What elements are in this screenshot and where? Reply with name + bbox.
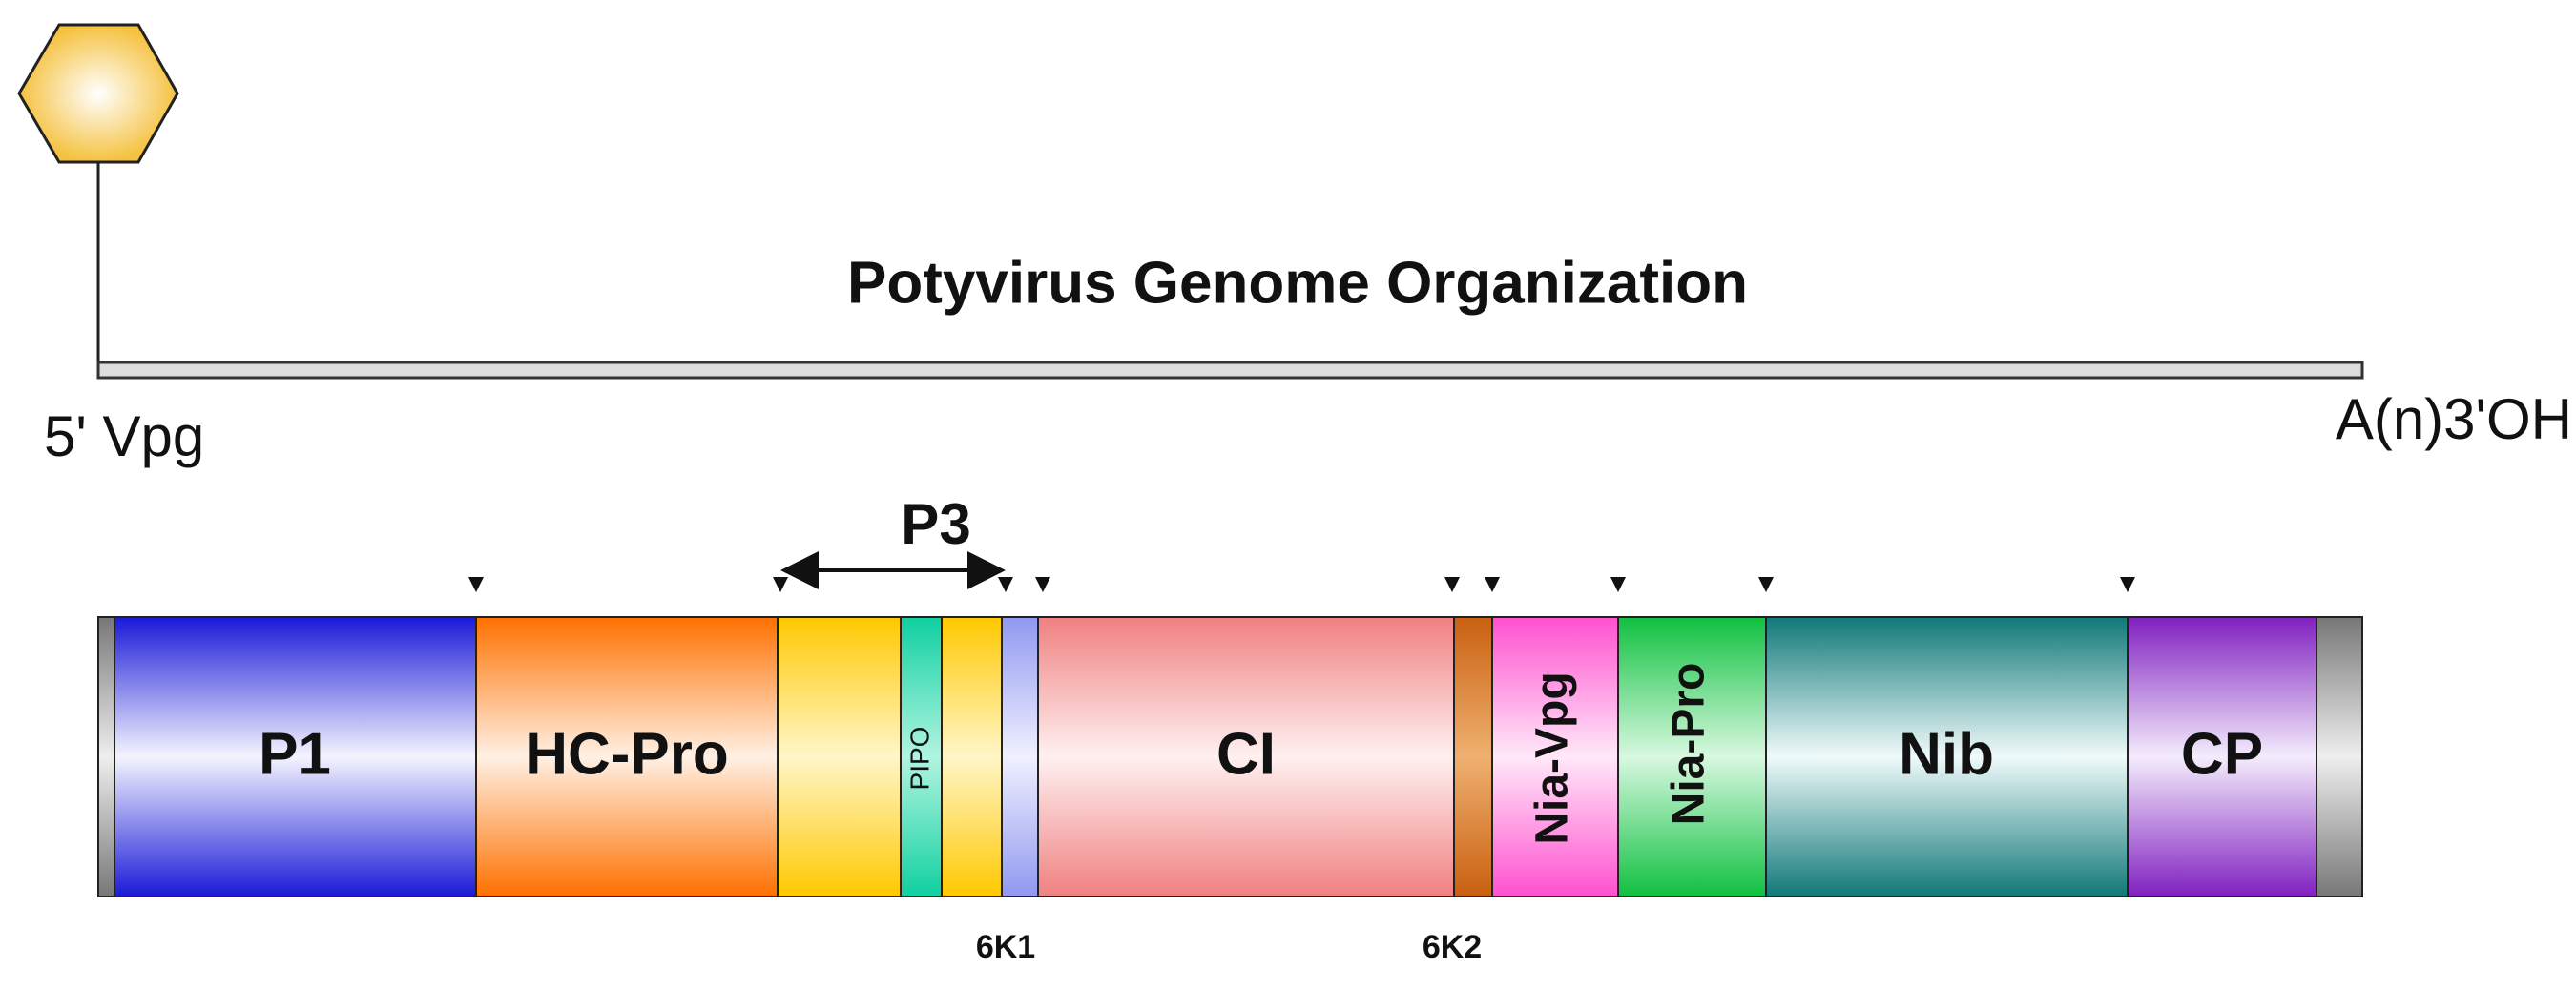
segment [475,616,779,897]
segment-label: Nia-Pro [1664,663,1714,826]
segment-label: CP [2181,721,2263,787]
five-prime-label: 5' Vpg [44,404,204,468]
polyprotein [97,616,2363,897]
segment [1453,616,1493,897]
segment-label: Nib [1899,721,1994,787]
segment [97,616,115,897]
segment [777,616,902,897]
segment-label: P1 [259,721,331,787]
segment [1617,616,1767,897]
segment-label: Nia-Vpg [1527,671,1578,844]
three-prime-label: A(n)3'OH [2336,387,2572,451]
segment [941,616,1003,897]
segment-label: CI [1216,721,1276,787]
segment-label: HC-Pro [525,721,729,787]
segment [1491,616,1619,897]
segment [1001,616,1039,897]
p3-label: P3 [901,492,970,556]
small-label: 6K2 [1423,929,1482,965]
segment [1765,616,2129,897]
genome-strand [96,361,2364,380]
segment [114,616,477,897]
cleavage-sites [468,577,2135,592]
title: Potyvirus Genome Organization [847,250,1748,316]
segment [1037,616,1455,897]
small-label: 6K1 [976,929,1035,965]
segment [2316,616,2363,897]
vpg-hexagon [17,23,179,164]
segment-label: PIPO [904,727,934,791]
